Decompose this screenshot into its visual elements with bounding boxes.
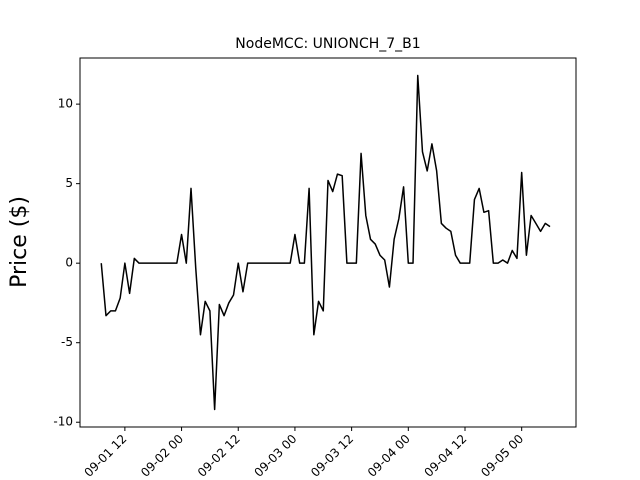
y-tick-label: 0 [65, 256, 73, 270]
chart-title: NodeMCC: UNIONCH_7_B1 [235, 36, 420, 52]
plot-frame [79, 57, 577, 428]
data-line [100, 74, 551, 411]
y-tick-label: 5 [65, 176, 73, 190]
x-tick-label: 09-03 00 [251, 432, 299, 480]
x-tick-label: 09-02 00 [138, 432, 186, 480]
x-tick-label: 09-04 00 [365, 432, 413, 480]
y-tick-label: -5 [61, 335, 73, 349]
x-tick-label: 09-05 00 [478, 432, 526, 480]
x-tick-label: 09-01 12 [81, 432, 129, 480]
x-tick-label: 09-03 12 [308, 432, 356, 480]
x-tick-label: 09-02 12 [195, 432, 243, 480]
y-tick-label: 10 [58, 97, 73, 111]
y-axis-label: Price ($) [7, 196, 32, 288]
y-tick-label: -10 [53, 415, 73, 429]
x-tick-label: 09-04 12 [422, 432, 470, 480]
